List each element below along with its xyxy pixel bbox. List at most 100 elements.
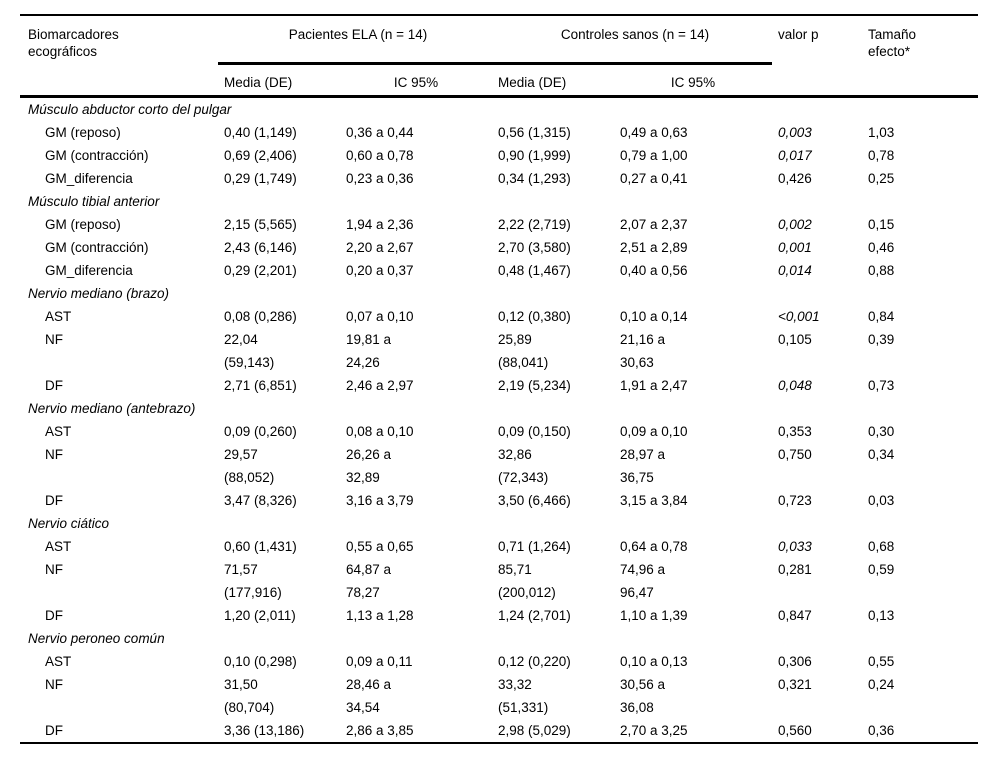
cell-p-value: 0,321 xyxy=(778,676,812,692)
cell-controls-mean-sd: 0,09 (0,150) xyxy=(498,423,571,439)
cell-p-value: 0,750 xyxy=(778,446,812,462)
section-title: Nervio mediano (antebrazo) xyxy=(28,400,196,416)
cell-effect-size: 0,03 xyxy=(868,492,895,508)
data-row: GM (contracción) 0,69 (2,406) 0,60 a 0,78 0… xyxy=(20,144,978,167)
column-group-healthy-controls: Controles sanos (n = 14) xyxy=(492,15,772,65)
section-title: Músculo abductor corto del pulgar xyxy=(28,101,232,117)
cell-p-value: 0,281 xyxy=(778,561,812,577)
cell-controls-ci95: 3,15 a 3,84 xyxy=(620,492,688,508)
column-header-effect-size: Tamaño efecto* xyxy=(862,15,978,98)
cell-controls-ci95: 0,40 a 0,56 xyxy=(620,262,688,278)
row-label: AST xyxy=(45,653,72,669)
cell-ela-mean-sd: 0,60 (1,431) xyxy=(224,538,297,554)
cell-p-value: 0,847 xyxy=(778,607,812,623)
row-label: AST xyxy=(45,423,72,439)
cell-ela-ci95: 1,94 a 2,36 xyxy=(346,216,414,232)
cell-controls-mean-sd: 0,12 (0,220) xyxy=(498,653,571,669)
cell-controls-mean-sd: 0,56 (1,315) xyxy=(498,124,571,140)
cell-p-value: 0,033 xyxy=(778,538,812,554)
row-label: AST xyxy=(45,308,72,324)
cell-ela-mean-sd: 71,57 (177,916) xyxy=(224,561,282,600)
cell-controls-mean-sd: 0,12 (0,380) xyxy=(498,308,571,324)
row-label: GM_diferencia xyxy=(45,262,133,278)
row-label: GM_diferencia xyxy=(45,170,133,186)
cell-p-value: 0,353 xyxy=(778,423,812,439)
cell-ela-mean-sd: 0,10 (0,298) xyxy=(224,653,297,669)
cell-p-value: 0,426 xyxy=(778,170,812,186)
data-row: GM (reposo) 0,40 (1,149) 0,36 a 0,44 0,56 (… xyxy=(20,121,978,144)
data-row: DF 3,47 (8,326) 3,16 a 3,79 3,50 (6,466) 3,1… xyxy=(20,489,978,512)
section-row: Nervio mediano (antebrazo) xyxy=(20,397,978,420)
cell-p-value: 0,002 xyxy=(778,216,812,232)
row-label: NF xyxy=(45,331,63,347)
cell-controls-mean-sd: 0,48 (1,467) xyxy=(498,262,571,278)
cell-ela-ci95: 0,23 a 0,36 xyxy=(346,170,414,186)
row-label: NF xyxy=(45,676,63,692)
cell-controls-ci95: 2,51 a 2,89 xyxy=(620,239,688,255)
row-label: NF xyxy=(45,446,63,462)
column-header-p-value: valor p xyxy=(772,15,862,98)
cell-ela-mean-sd: 0,08 (0,286) xyxy=(224,308,297,324)
data-row: NF 71,57 (177,916) 64,87 a 78,27 85,71 (200… xyxy=(20,558,978,604)
cell-effect-size: 0,15 xyxy=(868,216,895,232)
cell-ela-ci95: 0,09 a 0,11 xyxy=(346,653,413,669)
cell-effect-size: 0,88 xyxy=(868,262,895,278)
section-title: Nervio mediano (brazo) xyxy=(28,285,170,301)
section-row: Nervio peroneo común xyxy=(20,627,978,650)
cell-controls-mean-sd: 2,22 (2,719) xyxy=(498,216,571,232)
cell-effect-size: 0,25 xyxy=(868,170,895,186)
cell-effect-size: 0,34 xyxy=(868,446,895,462)
cell-ela-ci95: 0,07 a 0,10 xyxy=(346,308,414,324)
cell-controls-mean-sd: 2,19 (5,234) xyxy=(498,377,571,393)
section-title: Nervio peroneo común xyxy=(28,630,165,646)
cell-controls-mean-sd: 33,32 (51,331) xyxy=(498,676,549,715)
subheader-controls-mean-sd: Media (DE) xyxy=(492,63,614,98)
cell-ela-mean-sd: 0,40 (1,149) xyxy=(224,124,297,140)
cell-ela-ci95: 0,36 a 0,44 xyxy=(346,124,414,140)
row-label: GM (reposo) xyxy=(45,216,121,232)
row-label: NF xyxy=(45,561,63,577)
cell-controls-mean-sd: 0,34 (1,293) xyxy=(498,170,571,186)
cell-effect-size: 0,36 xyxy=(868,722,895,738)
cell-controls-mean-sd: 0,90 (1,999) xyxy=(498,147,571,163)
table-header: Biomarcadores ecográficos Pacientes ELA … xyxy=(20,15,978,98)
column-group-ela-patients: Pacientes ELA (n = 14) xyxy=(218,15,492,65)
row-label: GM (reposo) xyxy=(45,124,121,140)
biomarkers-table: Biomarcadores ecográficos Pacientes ELA … xyxy=(20,14,978,744)
cell-ela-ci95: 2,86 a 3,85 xyxy=(346,722,414,738)
cell-ela-ci95: 0,55 a 0,65 xyxy=(346,538,414,554)
cell-effect-size: 0,24 xyxy=(868,676,895,692)
cell-ela-ci95: 28,46 a 34,54 xyxy=(346,676,392,715)
cell-effect-size: 0,78 xyxy=(868,147,895,163)
cell-p-value: 0,560 xyxy=(778,722,812,738)
cell-ela-ci95: 26,26 a 32,89 xyxy=(346,446,392,485)
cell-controls-ci95: 0,49 a 0,63 xyxy=(620,124,688,140)
section-title: Nervio ciático xyxy=(28,515,110,531)
cell-ela-mean-sd: 0,29 (2,201) xyxy=(224,262,297,278)
cell-controls-ci95: 0,10 a 0,14 xyxy=(620,308,688,324)
cell-effect-size: 0,55 xyxy=(868,653,895,669)
cell-p-value: 0,306 xyxy=(778,653,812,669)
section-row: Músculo tibial anterior xyxy=(20,190,978,213)
cell-ela-ci95: 2,46 a 2,97 xyxy=(346,377,414,393)
data-row: DF 1,20 (2,011) 1,13 a 1,28 1,24 (2,701) 1,1… xyxy=(20,604,978,627)
cell-effect-size: 0,68 xyxy=(868,538,895,554)
cell-controls-mean-sd: 2,98 (5,029) xyxy=(498,722,571,738)
cell-p-value: 0,014 xyxy=(778,262,812,278)
cell-effect-size: 0,73 xyxy=(868,377,895,393)
column-header-biomarkers: Biomarcadores ecográficos xyxy=(20,15,218,98)
row-label: GM (contracción) xyxy=(45,147,149,163)
cell-controls-ci95: 30,56 a 36,08 xyxy=(620,676,666,715)
cell-ela-mean-sd: 2,71 (6,851) xyxy=(224,377,297,393)
subheader-controls-ci95: IC 95% xyxy=(614,63,772,98)
cell-controls-ci95: 0,10 a 0,13 xyxy=(620,653,688,669)
table-body: Músculo abductor corto del pulgar GM (rep… xyxy=(20,96,978,743)
header-row-groups: Biomarcadores ecográficos Pacientes ELA … xyxy=(20,15,978,98)
cell-ela-mean-sd: 2,15 (5,565) xyxy=(224,216,297,232)
cell-controls-mean-sd: 3,50 (6,466) xyxy=(498,492,571,508)
cell-controls-ci95: 1,91 a 2,47 xyxy=(620,377,688,393)
data-row: GM_diferencia 0,29 (2,201) 0,20 a 0,37 0,48… xyxy=(20,259,978,282)
cell-ela-ci95: 64,87 a 78,27 xyxy=(346,561,392,600)
cell-ela-mean-sd: 0,69 (2,406) xyxy=(224,147,297,163)
